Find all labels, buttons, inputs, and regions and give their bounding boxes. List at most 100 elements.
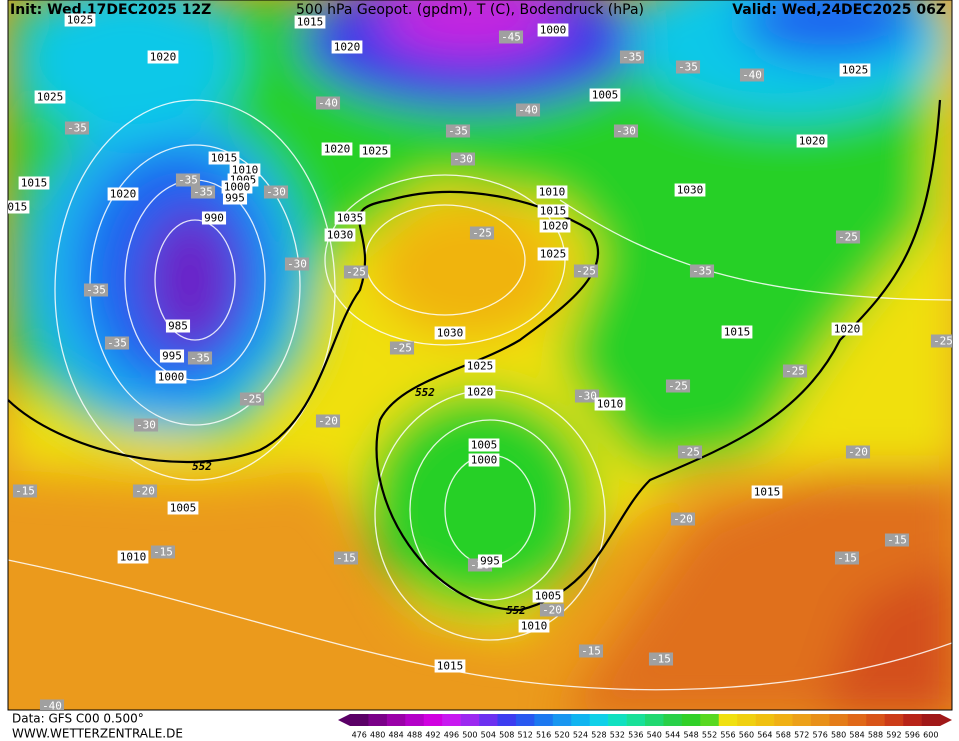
temperature-label: -35 bbox=[107, 337, 127, 350]
isobar-label: 995 bbox=[225, 192, 245, 205]
isobar-label: 1020 bbox=[799, 135, 826, 148]
temperature-label-box bbox=[782, 364, 808, 378]
isobar-label-box bbox=[468, 438, 500, 452]
temperature-label-box bbox=[574, 389, 600, 403]
temperature-label: -40 bbox=[518, 104, 538, 117]
temperature-label-box bbox=[239, 392, 265, 406]
temperature-label-box bbox=[675, 60, 701, 74]
isobar-label-box bbox=[751, 485, 783, 499]
colorbar-swatch bbox=[608, 714, 627, 726]
colorbar-label: 564 bbox=[757, 731, 772, 740]
temperature-label-box bbox=[834, 551, 860, 565]
isobar-label: 1015 bbox=[21, 177, 48, 190]
isobar-label-box bbox=[117, 550, 149, 564]
isobar-label: 1035 bbox=[337, 212, 364, 225]
temperature-label: -30 bbox=[136, 419, 156, 432]
colorbar-label: 476 bbox=[352, 731, 367, 740]
temperature-label: -20 bbox=[542, 604, 562, 617]
colorbar-label: 488 bbox=[407, 731, 422, 740]
isobar-label-box bbox=[8, 200, 30, 214]
temperature-label-box bbox=[613, 124, 639, 138]
colorbar-swatch bbox=[552, 714, 572, 726]
colorbar-swatch bbox=[442, 714, 461, 726]
isobar-label: 1020 bbox=[834, 323, 861, 336]
temperature-label-box bbox=[670, 512, 696, 526]
isobar-label: 990 bbox=[204, 212, 224, 225]
isobar-label-box bbox=[147, 50, 179, 64]
colorbar-swatch bbox=[681, 714, 701, 726]
isobar-label: 1015 bbox=[211, 152, 238, 165]
isobar-label-box bbox=[477, 554, 503, 568]
temperature-label: -15 bbox=[837, 552, 857, 565]
colorbar-label: 600 bbox=[923, 731, 938, 740]
colorbar-label: 484 bbox=[388, 731, 403, 740]
isobar-label: 1020 bbox=[467, 386, 494, 399]
temperature-label: -20 bbox=[673, 513, 693, 526]
isobar-label: 1025 bbox=[67, 14, 94, 27]
colorbar-swatch bbox=[645, 714, 664, 726]
isobar-label: 1020 bbox=[150, 51, 177, 64]
isobar-label: 995 bbox=[480, 555, 500, 568]
temperature-label-box bbox=[573, 264, 599, 278]
temperature-label-box bbox=[689, 264, 715, 278]
isobar-label: 1025 bbox=[842, 64, 869, 77]
isobar-label: 995 bbox=[162, 350, 182, 363]
colorbar-swatch bbox=[534, 714, 554, 726]
data-source: Data: GFS C00 0.500° bbox=[12, 712, 144, 726]
isobar-label: 1000 bbox=[540, 24, 567, 37]
colorbar-label: 516 bbox=[536, 731, 551, 740]
temperature-label: -25 bbox=[392, 342, 412, 355]
colorbar-label: 500 bbox=[462, 731, 477, 740]
isobar-label-box bbox=[796, 134, 828, 148]
isobar-label: 1020 bbox=[334, 41, 361, 54]
isobar-label-box bbox=[294, 15, 326, 29]
temperature-label-box bbox=[884, 533, 910, 547]
temperature-label-box bbox=[930, 334, 952, 348]
colorbar-swatch bbox=[700, 714, 720, 726]
colorbar-label: 504 bbox=[481, 731, 496, 740]
temperature-label-box bbox=[83, 283, 109, 297]
temperature-label-box bbox=[175, 173, 201, 187]
temperature-label-box bbox=[333, 551, 359, 565]
temperature-label: -35 bbox=[678, 61, 698, 74]
colorbar-swatch bbox=[755, 714, 775, 726]
map-title: 500 hPa Geopot. (gpdm), T (C), Bodendruc… bbox=[296, 2, 644, 18]
isobar-label: 1005 bbox=[471, 439, 498, 452]
temperature-label: -25 bbox=[680, 446, 700, 459]
isobar-label-box bbox=[229, 163, 261, 177]
colorbar-label: 496 bbox=[444, 731, 459, 740]
colorbar-label: 536 bbox=[628, 731, 643, 740]
isobar-label-box bbox=[359, 144, 391, 158]
isobar-label-box bbox=[208, 151, 240, 165]
temperature-label-box bbox=[190, 185, 216, 199]
colorbar-swatch bbox=[774, 714, 793, 726]
temperature-label-box bbox=[12, 484, 38, 498]
isobar-label: 985 bbox=[168, 320, 188, 333]
isobar-label: 1000 bbox=[158, 371, 185, 384]
temperature-label: -40 bbox=[742, 69, 762, 82]
isobar-label: 1015 bbox=[540, 205, 567, 218]
temperature-label-box bbox=[132, 484, 158, 498]
isobar-label-box bbox=[537, 23, 569, 37]
isobar-label: 1030 bbox=[677, 184, 704, 197]
colorbar-swatch bbox=[866, 714, 885, 726]
isobar-label-box bbox=[167, 501, 199, 515]
valid-time: Valid: Wed,24DEC2025 06Z bbox=[732, 2, 946, 18]
colorbar-swatch bbox=[571, 714, 590, 726]
temperature-label: -25 bbox=[576, 265, 596, 278]
colorbar-label: 568 bbox=[776, 731, 791, 740]
map-background bbox=[8, 0, 952, 710]
colorbar-swatch bbox=[368, 714, 388, 726]
temperature-label: -30 bbox=[616, 125, 636, 138]
temperature-label-box bbox=[389, 341, 415, 355]
colorbar-label: 588 bbox=[868, 731, 883, 740]
temperature-label: -25 bbox=[668, 380, 688, 393]
colorbar-label: 544 bbox=[665, 731, 680, 740]
temperature-label-box bbox=[445, 124, 471, 138]
colorbar-label: 576 bbox=[813, 731, 828, 740]
temperature-label-box bbox=[104, 336, 130, 350]
colorbar-label: 592 bbox=[886, 731, 901, 740]
colorbar-swatch bbox=[497, 714, 517, 726]
isobar-label: 1020 bbox=[542, 220, 569, 233]
temperature-label: -15 bbox=[651, 653, 671, 666]
